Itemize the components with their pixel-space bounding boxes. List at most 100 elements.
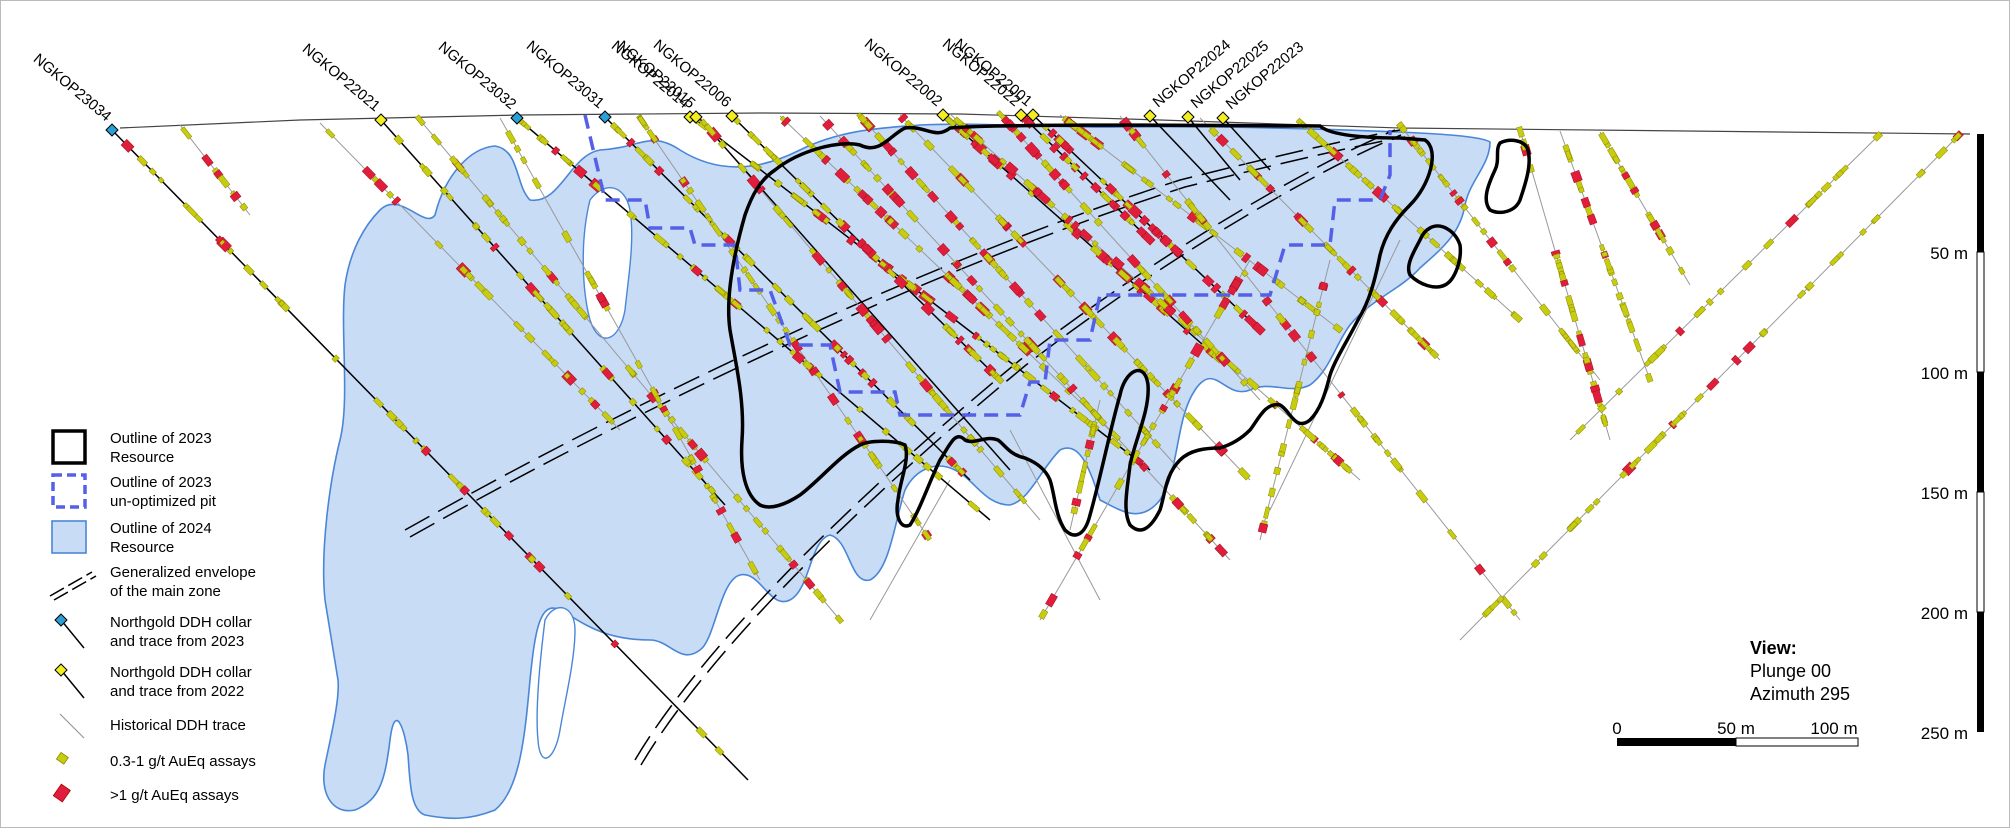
assay-low-marker	[1716, 287, 1725, 296]
assay-low-marker	[502, 219, 511, 228]
assay-low-marker	[958, 286, 967, 294]
legend-item-pit-2023: Outline of 2023 un-optimized pit	[51, 473, 217, 510]
assay-high-marker	[1337, 391, 1346, 399]
assay-low-marker	[1633, 338, 1642, 353]
assay-high-marker	[1024, 141, 1041, 158]
legend-swatch-resource-2023	[51, 429, 87, 465]
assay-high-marker	[1240, 252, 1252, 264]
assay-low-marker	[1872, 131, 1884, 142]
assay-low-marker	[1013, 363, 1022, 372]
assay-low-marker	[752, 516, 764, 528]
assay-low-marker	[1611, 278, 1619, 287]
depth-tick-150: 150 m	[1921, 484, 1968, 503]
assay-low-marker	[886, 217, 895, 226]
assay-low-marker	[1628, 459, 1639, 470]
assay-low-marker	[750, 134, 763, 146]
assay-low-marker	[1314, 134, 1328, 148]
assay-low-marker	[643, 155, 654, 166]
assay-low-marker	[928, 389, 937, 398]
assay-low-marker	[922, 461, 933, 472]
assay-high-marker	[1133, 277, 1146, 289]
assay-low-marker	[434, 240, 444, 250]
assay-low-marker	[226, 247, 235, 255]
assay-low-marker	[1814, 190, 1823, 200]
assay-low-marker	[1028, 341, 1041, 355]
assay-low-marker	[700, 118, 708, 127]
assay-low-marker	[695, 726, 708, 739]
assay-high-marker	[1591, 389, 1603, 404]
assay-high-marker	[1048, 168, 1062, 181]
assay-low-marker	[1647, 352, 1659, 364]
legend-label-envelope-line1: Generalized envelope	[110, 564, 256, 581]
assay-low-marker	[1136, 264, 1147, 275]
assay-low-marker	[553, 278, 561, 287]
assay-low-marker	[1069, 162, 1080, 172]
assay-high-marker	[1104, 182, 1118, 195]
assay-low-marker	[1096, 141, 1105, 150]
assay-low-marker	[1626, 321, 1636, 334]
assay-high-marker	[1090, 181, 1102, 194]
assay-low-marker	[1671, 415, 1682, 426]
assay-low-marker	[1075, 411, 1089, 424]
assay-low-marker	[920, 292, 934, 304]
assay-low-marker	[505, 130, 517, 145]
assay-low-marker	[1538, 551, 1548, 561]
assay-low-marker	[1109, 437, 1122, 450]
assay-high-marker	[215, 235, 224, 244]
assay-low-marker	[1366, 181, 1375, 190]
assay-high-marker	[1706, 377, 1720, 391]
assay-low-marker	[1229, 147, 1243, 161]
assay-high-marker	[811, 250, 826, 266]
assay-low-marker	[561, 230, 573, 244]
depth-scale: 50 m 100 m 150 m 200 m 250 m	[1921, 134, 1985, 743]
assay-low-marker	[1390, 457, 1403, 471]
assay-high-marker	[803, 577, 816, 590]
assay-high-marker	[420, 445, 432, 457]
scale-label-0: 0	[1612, 719, 1621, 738]
assay-low-marker	[1046, 199, 1056, 209]
drillhole-collars	[105, 108, 1230, 137]
assay-low-marker	[1399, 125, 1408, 134]
assay-low-marker	[857, 435, 864, 443]
legend-swatch-envelope-b	[53, 575, 97, 601]
assay-high-marker	[1151, 226, 1162, 237]
assay-low-marker	[1705, 297, 1714, 307]
assay-high-marker	[1576, 333, 1586, 347]
assay-high-marker	[920, 301, 936, 317]
assay-high-marker	[966, 274, 978, 287]
assay-high-marker	[1135, 226, 1148, 238]
assay-low-marker	[1763, 238, 1775, 250]
legend-collar-2023-icon	[54, 613, 68, 627]
assay-low-marker	[1062, 220, 1076, 233]
assay-low-marker	[921, 184, 931, 194]
assay-high-marker	[963, 290, 978, 305]
legend-item-ddh-2023: Northgold DDH collar and trace from 2023	[54, 613, 252, 650]
drillhole-collar-marker	[689, 110, 703, 124]
assay-high-marker	[459, 485, 471, 496]
assay-low-marker	[480, 232, 492, 244]
assay-low-marker	[1353, 169, 1363, 179]
assay-low-marker	[802, 360, 814, 371]
assay-low-marker	[1741, 259, 1753, 271]
assay-high-marker	[1215, 133, 1229, 148]
assay-low-marker	[988, 369, 997, 377]
assay-low-marker	[1184, 357, 1196, 370]
assay-high-marker	[1079, 228, 1093, 242]
assay-low-marker	[185, 205, 198, 218]
view-info: View: Plunge 00 Azimuth 295	[1750, 638, 1850, 704]
assay-low-marker	[782, 216, 794, 229]
drillhole-collar-marker	[1216, 111, 1230, 125]
assay-low-marker	[385, 190, 395, 199]
assay-low-marker	[749, 160, 761, 171]
legend-collar-2022-icon	[54, 663, 68, 677]
assay-low-marker	[1562, 144, 1571, 153]
assay-low-marker	[515, 271, 525, 281]
assay-high-marker	[1731, 354, 1742, 366]
assay-low-marker	[733, 117, 742, 126]
assay-low-marker	[1654, 432, 1665, 444]
assay-low-marker	[520, 156, 528, 165]
assay-low-marker	[1087, 368, 1101, 382]
assay-high-marker	[391, 196, 402, 206]
assay-high-marker	[1675, 326, 1686, 337]
assay-low-marker	[867, 450, 877, 462]
